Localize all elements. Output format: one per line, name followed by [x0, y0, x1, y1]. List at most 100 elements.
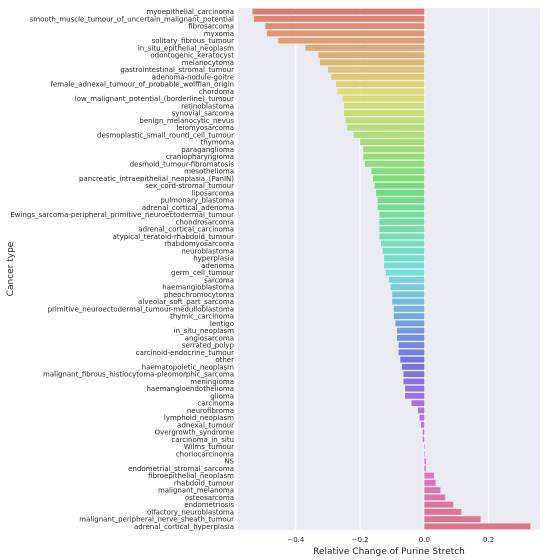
bar — [372, 175, 425, 182]
bar — [400, 356, 425, 363]
y-tick-label: mesothelioma — [184, 168, 234, 176]
y-tick-label: lymphoid_neoplasm — [164, 414, 234, 422]
y-tick-label: hyperplasia — [193, 255, 234, 263]
bar — [424, 465, 426, 472]
bar — [419, 414, 425, 421]
bar — [421, 421, 425, 428]
bar — [344, 102, 425, 109]
y-tick-label: endometrial_stromal_sarcoma — [128, 465, 234, 473]
bar — [398, 349, 425, 356]
bar — [395, 320, 425, 327]
bar — [403, 378, 425, 385]
bar — [392, 298, 425, 305]
y-tick-label: primitive_neuroectodermal_tumour-medullo… — [48, 305, 234, 313]
y-tick-label: desmoplastic_small_round_cell_tumour — [97, 131, 234, 139]
bar — [393, 305, 425, 312]
y-tick-label: haematopoietic_neoplasm — [142, 363, 235, 371]
y-tick-label: choriocarcinoma — [176, 450, 234, 458]
bar — [398, 342, 425, 349]
y-tick-label: other — [215, 356, 234, 364]
y-tick-label: melanocytoma — [182, 59, 234, 67]
y-tick-label: chordoma — [199, 88, 234, 96]
y-tick-label: malignant_melanoma — [158, 487, 234, 495]
bar — [337, 88, 425, 95]
bar — [411, 400, 425, 407]
y-tick-label: pulmonary_blastoma — [160, 197, 234, 205]
bar — [424, 508, 462, 515]
bar — [376, 189, 425, 196]
y-tick-label: germ_cell_tumour — [171, 269, 234, 277]
bar — [424, 494, 446, 501]
bar — [363, 146, 425, 153]
bar — [424, 450, 425, 457]
y-tick-label: malignant_peripheral_nerve_sheath_tumour — [79, 516, 234, 524]
bar — [305, 44, 425, 51]
y-tick-label: carcinoma_in_situ — [171, 436, 234, 444]
bar — [392, 291, 425, 298]
bar — [393, 313, 425, 320]
bar — [397, 334, 425, 341]
y-tick-label: Overgrowth_syndrome — [155, 429, 234, 437]
y-tick-label: olfactory_neuroblastoma — [147, 508, 234, 516]
bar — [379, 233, 425, 240]
y-tick-label: alveolar_soft_part_sarcoma — [138, 298, 234, 306]
y-tick-label: odontogenic_keratocyst — [150, 52, 234, 60]
y-tick-label: sarcoma — [204, 276, 234, 284]
y-tick-label: Wilms_tumour — [184, 443, 234, 451]
bar — [377, 197, 425, 204]
y-tick-label: meningioma — [190, 378, 234, 386]
bar — [379, 218, 425, 225]
bar — [424, 523, 531, 530]
y-tick-label: pheochromocytoma — [164, 291, 234, 299]
bar — [424, 501, 454, 508]
y-tick-label: rhabdomyosarcoma — [164, 240, 234, 248]
bar — [397, 327, 425, 334]
y-tick-label: gastrointestinal_stromal_tumour — [120, 66, 234, 74]
y-tick-label: female_adnexal_tumour_of_probable_wolffi… — [51, 81, 234, 89]
bar — [389, 276, 425, 283]
y-tick-label: low_malignant_potential_(borderline)_tum… — [75, 95, 234, 103]
y-tick-label: osteosarcoma — [185, 494, 234, 502]
bar — [364, 160, 425, 167]
plot-background — [238, 8, 540, 530]
y-tick-label: adrenal_cortical_carcinoma — [138, 226, 234, 234]
bar — [422, 429, 425, 436]
y-tick-label: fibrosarcoma — [188, 23, 234, 31]
bar — [342, 95, 425, 102]
y-tick-label: lentigo — [210, 320, 234, 328]
bar — [266, 30, 425, 37]
bar — [363, 153, 425, 160]
x-tick-label: 0.0 — [419, 536, 430, 544]
y-tick-label: craniopharyngioma — [166, 153, 234, 161]
y-tick-label: benign_melanocytic_nevus — [139, 117, 234, 125]
bar — [384, 262, 425, 269]
y-tick-label: paraganglioma — [181, 146, 234, 154]
bar — [379, 226, 425, 233]
x-tick-label: −0.2 — [352, 536, 369, 544]
y-tick-label: smooth_muscle_tumour_of_uncertain_malign… — [30, 15, 234, 23]
x-tick-label: 0.2 — [483, 536, 494, 544]
y-tick-label: leiomyosarcoma — [176, 124, 234, 132]
y-tick-label: neuroblastoma — [181, 247, 234, 255]
bar — [424, 516, 481, 523]
bar — [424, 472, 434, 479]
bar — [371, 168, 425, 175]
y-tick-label: adrenal_cortical_hyperplasia — [134, 523, 234, 531]
bar — [252, 8, 425, 15]
y-tick-label: myxoma — [204, 30, 234, 38]
bar — [379, 211, 425, 218]
y-tick-label: adenoma-nodule-goitre — [152, 73, 234, 81]
y-tick-label: NS — [224, 458, 234, 466]
bar — [353, 131, 425, 138]
y-tick-label: Ewings_sarcoma-peripheral_primitive_neur… — [10, 211, 234, 219]
y-tick-label: rhabdoid_tumour — [174, 479, 234, 487]
bar — [424, 487, 441, 494]
y-tick-label: adnexal_tumour — [177, 421, 234, 429]
y-tick-label: retinoblastoma — [181, 102, 234, 110]
x-tick-label: −0.4 — [287, 536, 305, 544]
bar — [403, 371, 425, 378]
bar — [417, 407, 425, 414]
bar — [377, 204, 425, 211]
